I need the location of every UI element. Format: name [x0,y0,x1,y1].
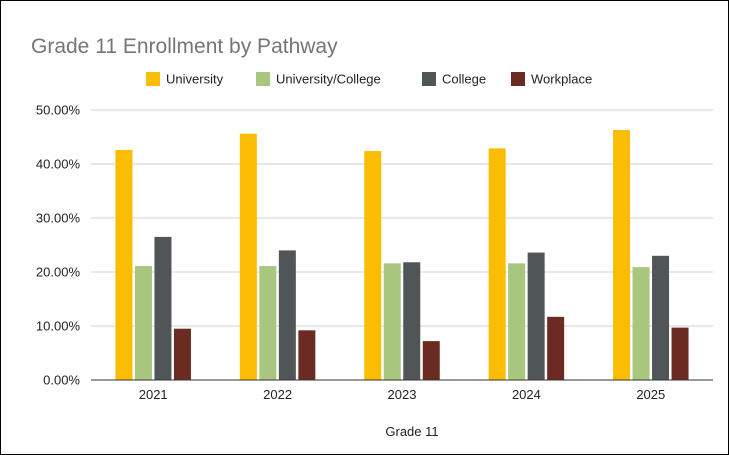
chart-title: Grade 11 Enrollment by Pathway [31,35,338,58]
y-tick-label: 50.00% [36,103,81,118]
x-tick-label: 2022 [263,387,292,402]
chart-bars [115,129,689,380]
bar-workplace-2024 [547,316,565,380]
bar-university-college-2022 [259,266,277,380]
x-tick-label: 2024 [512,387,541,402]
x-tick-label: 2025 [636,387,665,402]
bar-workplace-2022 [298,330,316,380]
legend-label-workplace: Workplace [531,72,592,87]
x-axis-ticks: 2021 2022 2023 2024 2025 [139,387,666,402]
y-tick-label: 20.00% [36,265,81,280]
bar-university-2021 [115,149,133,380]
bar-college-2021 [154,236,172,380]
legend-label-university-college: University/College [276,72,381,87]
bar-university-college-2024 [508,263,526,380]
bar-university-2025 [613,129,631,380]
chart-legend: University University/College College Workp… [146,72,592,87]
legend-swatch-college [422,72,436,86]
x-tick-label: 2023 [388,387,417,402]
bar-workplace-2025 [671,327,689,380]
bar-college-2024 [527,252,545,380]
bar-college-2025 [652,255,670,380]
y-axis-ticks: 0.00% 10.00% 20.00% 30.00% 40.00% 50.00% [36,103,81,388]
bar-university-college-2025 [632,267,650,380]
x-tick-label: 2021 [139,387,168,402]
legend-swatch-workplace [511,72,525,86]
legend-label-university: University [166,72,224,87]
bar-workplace-2023 [422,341,440,380]
y-tick-label: 30.00% [36,211,81,226]
y-tick-label: 10.00% [36,319,81,334]
bar-university-college-2023 [383,263,401,380]
bar-college-2023 [403,262,421,380]
bar-college-2022 [278,250,296,380]
bar-university-2022 [239,133,257,380]
x-axis-title: Grade 11 [385,424,438,439]
bar-university-2024 [488,148,506,380]
bar-university-2023 [364,151,382,380]
bar-workplace-2021 [173,328,191,380]
y-tick-label: 40.00% [36,157,81,172]
y-tick-label: 0.00% [43,373,80,388]
legend-swatch-university [146,72,160,86]
bar-university-college-2021 [134,266,152,380]
chart-gridlines [91,109,713,327]
legend-label-college: College [442,72,486,87]
legend-swatch-university-college [256,72,270,86]
